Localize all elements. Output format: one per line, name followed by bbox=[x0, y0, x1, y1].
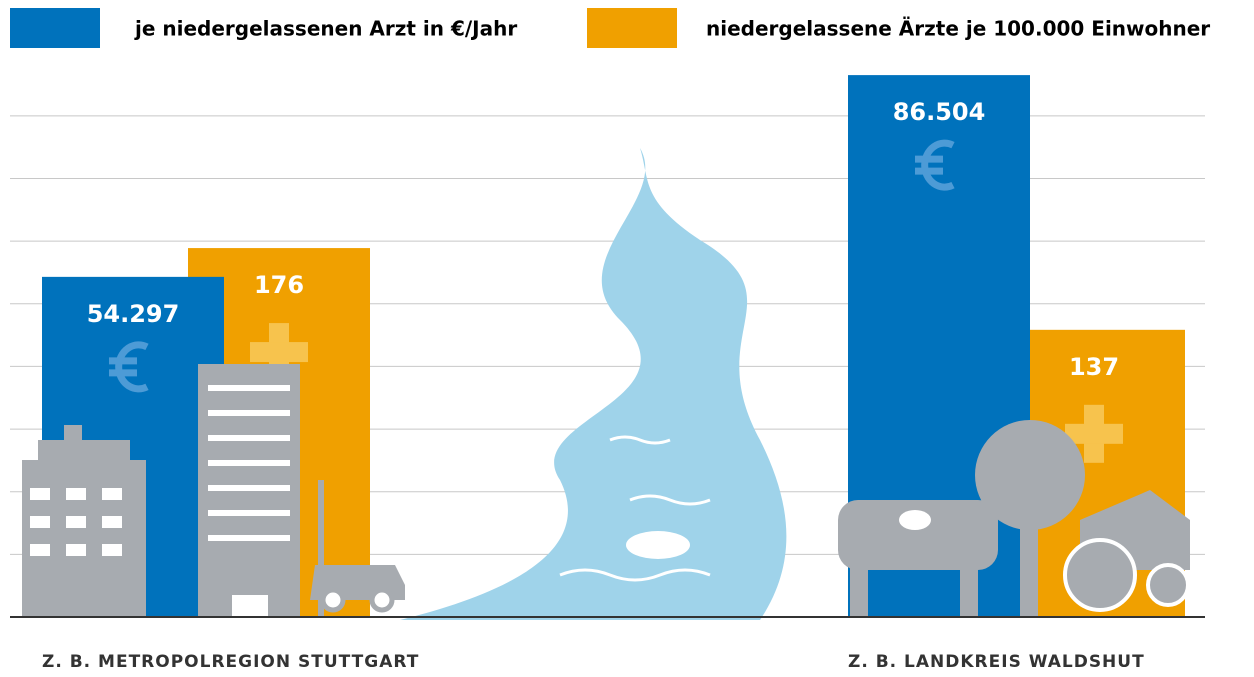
euro-icon bbox=[109, 341, 149, 393]
category-label: Z. B. METROPOLREGION STUTTGART bbox=[42, 652, 419, 672]
window bbox=[208, 385, 290, 391]
wheel bbox=[369, 587, 395, 613]
building bbox=[38, 440, 130, 462]
trunk bbox=[1020, 500, 1038, 618]
spot bbox=[899, 510, 931, 530]
lamp bbox=[318, 480, 324, 618]
window bbox=[66, 544, 86, 556]
wave bbox=[569, 325, 611, 335]
wave bbox=[629, 494, 711, 506]
labels: je niedergelassenen Arzt in €/Jahr nieder… bbox=[10, 8, 1210, 672]
category-label: Z. B. LANDKREIS WALDSHUT bbox=[848, 652, 1145, 672]
window bbox=[208, 410, 290, 416]
cow-leg bbox=[850, 560, 868, 618]
legend-label: niedergelassene Ärzte je 100.000 Einwohn… bbox=[706, 17, 1210, 41]
window bbox=[30, 516, 50, 528]
window bbox=[66, 516, 86, 528]
door bbox=[232, 595, 268, 617]
plus-icon bbox=[1065, 423, 1123, 444]
legend-swatch bbox=[587, 8, 677, 48]
river bbox=[400, 148, 787, 620]
window bbox=[30, 544, 50, 556]
value-label: 137 bbox=[1069, 353, 1119, 381]
euro-icon bbox=[915, 139, 955, 191]
value-label: 54.297 bbox=[87, 300, 180, 328]
legend-swatch bbox=[10, 8, 100, 48]
fish bbox=[626, 531, 690, 559]
window bbox=[30, 488, 50, 500]
window bbox=[208, 460, 290, 466]
decor bbox=[22, 148, 1190, 620]
window bbox=[208, 510, 290, 516]
window bbox=[208, 485, 290, 491]
window bbox=[66, 488, 86, 500]
wheel bbox=[1063, 538, 1137, 612]
legend-label: je niedergelassenen Arzt in €/Jahr bbox=[134, 17, 517, 41]
cow bbox=[838, 500, 998, 570]
wave bbox=[609, 435, 671, 445]
window bbox=[208, 535, 290, 541]
building bbox=[22, 460, 146, 618]
wheel bbox=[1146, 563, 1190, 607]
tree bbox=[975, 420, 1085, 530]
wave bbox=[559, 568, 711, 582]
window bbox=[102, 488, 122, 500]
wheel bbox=[320, 587, 346, 613]
building bbox=[64, 425, 82, 441]
window bbox=[102, 516, 122, 528]
plus-icon bbox=[250, 342, 308, 363]
value-label: 176 bbox=[254, 271, 304, 299]
value-label: 86.504 bbox=[893, 98, 986, 126]
window bbox=[102, 544, 122, 556]
window bbox=[208, 435, 290, 441]
cow-leg bbox=[960, 560, 978, 618]
